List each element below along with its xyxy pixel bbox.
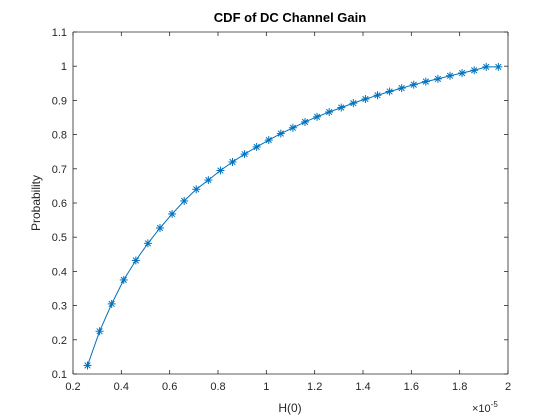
data-point xyxy=(446,71,454,80)
data-point xyxy=(95,327,104,336)
x-tick-label: 1.6 xyxy=(404,381,419,393)
x-tick-label: 1 xyxy=(263,381,269,393)
series-layer xyxy=(83,62,503,370)
y-tick-label: 0.6 xyxy=(52,198,67,210)
x-tick-label: 0.6 xyxy=(162,381,177,393)
data-point xyxy=(276,129,285,138)
y-tick-label: 0.7 xyxy=(52,164,67,176)
y-axis-ticks: 0.1 0.2 0.3 0.4 0.5 0.6 0.7 0.8 0.9 1 1.1 xyxy=(52,27,508,381)
y-tick-label: 1.1 xyxy=(52,27,67,39)
data-point xyxy=(143,239,152,248)
x-tick-label: 0.8 xyxy=(210,381,225,393)
y-tick-label: 0.4 xyxy=(52,266,67,278)
data-point xyxy=(131,256,140,265)
y-axis-label: Probability xyxy=(29,175,43,231)
x-tick-label: 1.8 xyxy=(452,381,467,393)
y-tick-label: 0.1 xyxy=(52,369,67,381)
data-point xyxy=(421,77,430,86)
y-tick-label: 0.3 xyxy=(52,301,67,313)
data-point xyxy=(156,223,164,232)
data-point xyxy=(240,150,249,159)
data-point xyxy=(204,176,213,185)
x-tick-label: 1.2 xyxy=(307,381,322,393)
data-point xyxy=(482,62,491,71)
chart-title: CDF of DC Channel Gain xyxy=(214,10,366,25)
data-point xyxy=(192,185,201,194)
data-point xyxy=(494,62,503,71)
data-point xyxy=(470,66,479,75)
data-point xyxy=(216,166,225,175)
plot-area xyxy=(73,32,508,374)
data-point xyxy=(325,108,334,117)
data-point xyxy=(119,275,128,284)
data-point xyxy=(288,123,297,132)
x-tick-label: 0.4 xyxy=(114,381,129,393)
data-point xyxy=(107,299,116,308)
x-axis-ticks: 0.2 0.4 0.6 0.8 1 1.2 1.4 1.6 1.8 2 xyxy=(65,32,511,393)
x-axis-label: H(0) xyxy=(278,401,301,415)
data-point xyxy=(458,69,467,78)
x-tick-label: 1.4 xyxy=(355,381,370,393)
y-tick-label: 0.8 xyxy=(52,130,67,142)
data-point xyxy=(228,157,237,166)
data-point xyxy=(168,209,177,218)
x-tick-label: 0.2 xyxy=(65,381,80,393)
y-tick-label: 1 xyxy=(61,61,67,73)
x-axis-multiplier-base: ×10 xyxy=(472,403,491,415)
data-point xyxy=(373,91,382,100)
data-point xyxy=(83,361,92,370)
y-tick-label: 0.2 xyxy=(52,335,67,347)
y-tick-label: 0.5 xyxy=(52,232,67,244)
data-point xyxy=(252,142,261,151)
data-point xyxy=(301,117,309,126)
data-point xyxy=(180,196,189,205)
x-tick-label: 2 xyxy=(505,381,511,393)
data-point xyxy=(349,99,358,108)
x-axis-multiplier-exponent: -5 xyxy=(491,400,499,409)
data-point xyxy=(361,95,370,104)
y-tick-label: 0.9 xyxy=(52,95,67,107)
data-point xyxy=(264,136,273,145)
data-point xyxy=(409,80,418,89)
data-point xyxy=(433,74,442,83)
x-axis-multiplier: ×10-5 xyxy=(472,400,498,415)
data-point xyxy=(313,112,322,121)
data-point xyxy=(337,103,346,112)
data-point xyxy=(397,84,406,93)
data-point xyxy=(385,87,394,96)
